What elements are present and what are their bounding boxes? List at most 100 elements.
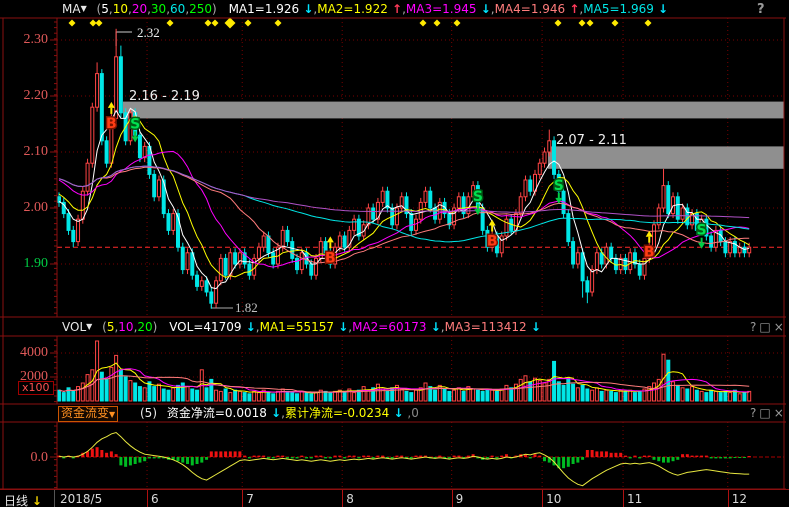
event-diamond-icon[interactable]	[274, 19, 282, 27]
buy-arrow-icon	[488, 219, 496, 226]
vol-indicator-dropdown[interactable]: VOL▼	[62, 320, 96, 334]
separator: ,	[579, 2, 584, 16]
event-diamond-icon[interactable]	[211, 19, 219, 27]
fund-flow-param: (5)	[140, 406, 157, 420]
event-diamond-icon[interactable]	[586, 19, 594, 27]
event-diamond-icon[interactable]	[453, 19, 461, 27]
volume-axis-label: 4000	[20, 345, 48, 360]
month-separator	[342, 490, 344, 507]
indicator-value: MA2=60173	[352, 320, 427, 334]
gray-band	[548, 146, 784, 169]
separator: ,	[108, 2, 113, 16]
indicator-value: MA1=1.926	[228, 2, 300, 16]
fund-flow-header: (5) 资金净流=0.0018 ↓,累计净流=-0.0234 ↓ ,0	[140, 406, 419, 420]
candles	[57, 28, 752, 309]
sell-marker: S	[697, 223, 707, 239]
maximize-icon[interactable]: □	[759, 406, 774, 420]
status-bar-divider	[54, 490, 55, 507]
panel-borders	[0, 17, 786, 490]
ma-period-param: 20	[137, 320, 153, 334]
indicator-value: MA3=1.945	[405, 2, 477, 16]
trend-up-icon: ↑	[387, 2, 403, 16]
volume-bars	[57, 340, 752, 402]
month-label: 11	[627, 492, 643, 506]
price-axis-label: 2.10	[23, 144, 49, 159]
month-label: 7	[246, 492, 254, 506]
arrow-down-icon: ↓	[31, 494, 42, 507]
separator: ,	[402, 2, 406, 16]
trend-down-icon: ↓	[426, 320, 441, 334]
resistance-band-label: 2.16 - 2.19	[129, 89, 200, 104]
help-icon[interactable]: ?	[750, 320, 760, 334]
help-icon[interactable]: ?	[757, 2, 765, 17]
separator: ,	[166, 2, 171, 16]
fund-flow-indicator-button[interactable]: 资金流变▼	[58, 406, 119, 422]
month-separator	[542, 490, 544, 507]
price-axis-label: 2.30	[23, 32, 49, 47]
trend-down-icon: ↓	[299, 2, 314, 16]
event-diamond-icon[interactable]	[224, 17, 236, 29]
ma-lines	[58, 107, 750, 290]
month-label: 10	[546, 492, 562, 506]
event-diamond-icon[interactable]	[578, 19, 586, 27]
ma-indicator-dropdown[interactable]: MA▼	[62, 2, 91, 16]
separator: ,	[313, 2, 318, 16]
fund-cumulative-line	[58, 431, 750, 487]
vol-indicator-label: VOL	[62, 320, 87, 334]
ma-period-param: 20	[131, 2, 148, 16]
price-axis-label: 1.90	[23, 256, 49, 271]
event-diamond-icon[interactable]	[554, 19, 562, 27]
fund-zero-axis-label: 0.0	[30, 450, 49, 465]
separator: ,	[490, 2, 495, 16]
separator: ,	[127, 2, 132, 16]
trend-down-icon: ↓	[653, 2, 669, 16]
price-bands	[123, 101, 784, 169]
indicator-value: MA4=1.946	[494, 2, 566, 16]
event-diamond-icon[interactable]	[433, 19, 441, 27]
event-diamond-icon[interactable]	[419, 19, 427, 27]
ma-period-param: 30	[150, 2, 167, 16]
trend-down-icon: ↓	[389, 406, 404, 420]
event-diamond-icon[interactable]	[68, 19, 76, 27]
sell-marker: S	[130, 116, 140, 132]
sell-arrow-icon	[698, 242, 706, 249]
close-icon[interactable]: ×	[773, 320, 787, 334]
ma-line-250	[58, 165, 750, 219]
event-diamond-icon[interactable]	[644, 19, 652, 27]
chevron-down-icon: ▼	[109, 410, 116, 419]
chevron-down-icon: ▼	[86, 322, 93, 331]
event-diamond-icon[interactable]	[166, 19, 174, 27]
sell-arrow-icon	[131, 136, 139, 143]
ma-period-param: 60	[170, 2, 186, 16]
buy-marker: B	[325, 250, 336, 266]
gray-band	[123, 101, 784, 119]
event-diamond-icon[interactable]	[611, 19, 619, 27]
ma-period-param: 10	[112, 2, 128, 16]
price-axis-label: 2.00	[23, 200, 49, 215]
sell-marker: S	[554, 178, 564, 194]
buy-arrow-icon	[107, 101, 115, 108]
event-diamond-icon[interactable]	[204, 19, 212, 27]
separator: ,	[114, 320, 119, 334]
paren: (	[96, 2, 102, 16]
month-label: 9	[455, 492, 464, 506]
sell-arrow-icon	[474, 209, 482, 216]
maximize-icon[interactable]: □	[759, 320, 774, 334]
volume-ma-lines	[58, 362, 750, 394]
ma-params: (5,10,20,30,60,250)	[97, 2, 217, 16]
month-separator	[451, 490, 453, 507]
ma-period-param: 250	[189, 2, 213, 16]
help-icon[interactable]: ?	[750, 406, 760, 420]
period-selector[interactable]: 日线 ↓	[4, 492, 42, 507]
month-separator	[242, 490, 244, 507]
indicator-label: MA	[62, 2, 81, 16]
close-icon[interactable]: ×	[773, 406, 787, 420]
event-diamond-icon[interactable]	[89, 19, 97, 27]
annotation-connectors	[115, 31, 233, 309]
indicator-value: 累计净流=-0.0234	[284, 406, 390, 420]
event-diamond-icon[interactable]	[95, 19, 103, 27]
event-diamond-icon[interactable]	[244, 19, 252, 27]
fund-flow-values: 资金净流=0.0018 ↓,累计净流=-0.0234 ↓	[167, 406, 404, 420]
